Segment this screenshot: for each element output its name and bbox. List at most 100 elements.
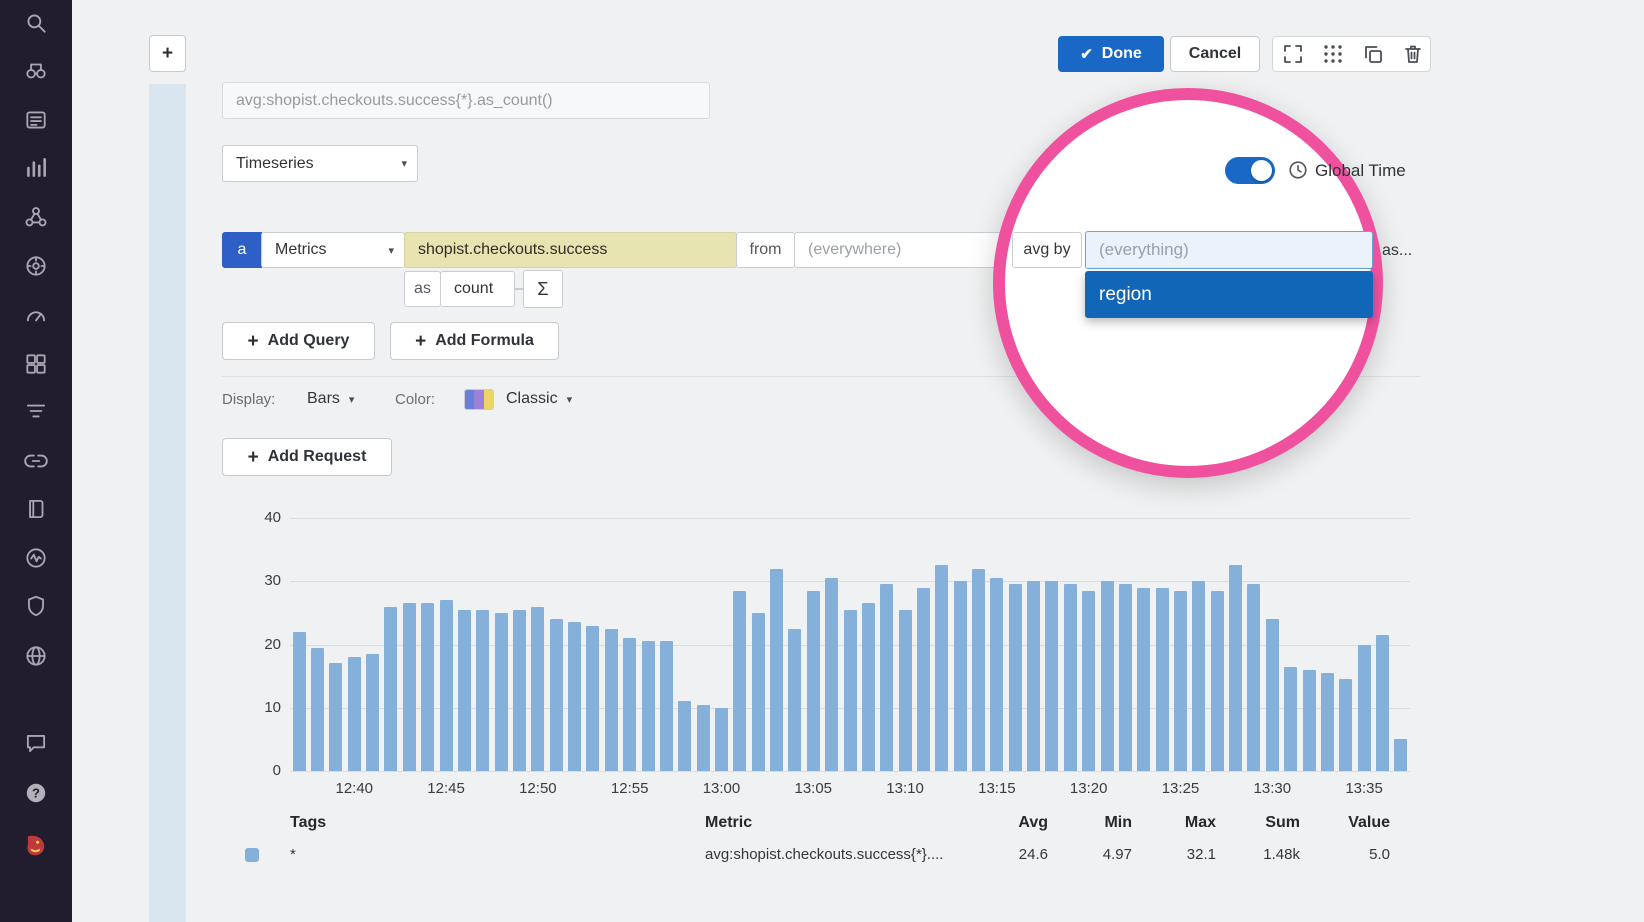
- sidebar-item-logs[interactable]: [23, 398, 49, 424]
- expand-icon: [1281, 53, 1305, 70]
- split-view-button[interactable]: [1321, 42, 1345, 66]
- sidebar-item-datadog-logo[interactable]: [23, 832, 49, 858]
- chart-bar: [476, 610, 489, 771]
- sidebar-item-apm[interactable]: [23, 204, 49, 230]
- plus-icon: +: [162, 44, 173, 63]
- chart-bar: [1101, 581, 1114, 771]
- global-time-label: Global Time: [1315, 161, 1406, 181]
- chart-bar: [586, 626, 599, 771]
- dropdown-option-region[interactable]: region: [1085, 271, 1373, 318]
- sidebar-item-notebooks[interactable]: [23, 496, 49, 522]
- sidebar-item-integrations[interactable]: [23, 448, 49, 474]
- scope-field[interactable]: (everywhere): [794, 232, 1010, 268]
- add-request-button[interactable]: + Add Request: [222, 438, 392, 476]
- chart-bar: [1137, 588, 1150, 771]
- copy-button[interactable]: [1361, 42, 1385, 66]
- chart-bar: [623, 638, 636, 771]
- cancel-button[interactable]: Cancel: [1170, 36, 1260, 72]
- from-label: from: [750, 241, 782, 259]
- svg-text:?: ?: [32, 786, 40, 801]
- sidebar-item-infrastructure[interactable]: [23, 351, 49, 377]
- as-truncated-text: as...: [1382, 242, 1412, 260]
- globe-icon: [23, 656, 49, 673]
- sigma-button[interactable]: Σ: [523, 270, 563, 308]
- sigma-label: Σ: [537, 279, 548, 300]
- group-by-value: (everything): [1086, 240, 1189, 260]
- delete-button[interactable]: [1401, 42, 1425, 66]
- palette-stripe: [465, 390, 474, 409]
- y-axis-tick: 0: [243, 762, 281, 779]
- chart-bar: [1394, 739, 1407, 771]
- sidebar-item-security[interactable]: [23, 593, 49, 619]
- display-type-select[interactable]: Bars ▾: [307, 390, 354, 408]
- x-axis-tick: 13:00: [703, 780, 741, 797]
- toggle-knob: [1251, 160, 1272, 181]
- chart-bar: [1119, 584, 1132, 771]
- plus-icon: +: [248, 332, 259, 351]
- group-by-select[interactable]: (everything): [1085, 231, 1373, 269]
- sidebar-item-network[interactable]: [23, 643, 49, 669]
- chart-bar: [1156, 588, 1169, 771]
- timeseries-chart[interactable]: 01020304012:4012:4512:5012:5513:0013:051…: [290, 518, 1410, 771]
- x-axis-tick: 12:40: [335, 780, 373, 797]
- color-scheme-select[interactable]: Classic ▾: [506, 390, 572, 408]
- rollup-select[interactable]: count: [440, 271, 515, 307]
- chart-bar: [752, 613, 765, 771]
- avg-by-label: avg by: [1023, 241, 1070, 259]
- chart-bar: [1192, 581, 1205, 771]
- y-axis-tick: 30: [243, 572, 281, 589]
- add-query-button[interactable]: + Add Query: [222, 322, 375, 360]
- add-tile-button[interactable]: +: [149, 35, 186, 72]
- sidebar-item-chat[interactable]: [23, 730, 49, 756]
- sidebar-item-monitors[interactable]: [23, 545, 49, 571]
- chart-bar: [458, 610, 471, 771]
- chart-bar: [1009, 584, 1022, 771]
- widget-strip: [149, 84, 186, 922]
- x-axis-tick: 12:50: [519, 780, 557, 797]
- query-preview-input[interactable]: avg:shopist.checkouts.success{*}.as_coun…: [222, 82, 710, 119]
- chart-bar: [880, 584, 893, 771]
- chevron-down-icon: ▾: [401, 157, 407, 170]
- y-axis-tick: 20: [243, 636, 281, 653]
- sidebar-item-search[interactable]: [23, 10, 49, 36]
- legend-header-tags: Tags: [290, 814, 326, 832]
- chart-bar: [403, 603, 416, 771]
- sidebar-item-events[interactable]: [23, 107, 49, 133]
- chart-bar: [1064, 584, 1077, 771]
- sidebar-item-synthetics[interactable]: [23, 253, 49, 279]
- chart-bar: [550, 619, 563, 771]
- metric-name-field[interactable]: shopist.checkouts.success: [404, 232, 737, 268]
- search-icon: [23, 23, 49, 40]
- legend-tag-cell[interactable]: *: [290, 846, 296, 863]
- x-axis-tick: 13:25: [1162, 780, 1200, 797]
- chart-bar: [972, 569, 985, 771]
- bar-chart-icon: [23, 168, 49, 185]
- add-formula-button[interactable]: + Add Formula: [390, 322, 559, 360]
- plus-icon: +: [248, 448, 259, 467]
- legend-metric-cell[interactable]: avg:shopist.checkouts.success{*}....: [705, 846, 943, 863]
- list-icon: [23, 120, 49, 137]
- chart-bar: [1082, 591, 1095, 771]
- chart-bar: [862, 603, 875, 771]
- done-button[interactable]: ✔ Done: [1058, 36, 1164, 72]
- x-axis-tick: 13:20: [1070, 780, 1108, 797]
- legend-header-max: Max: [1136, 814, 1216, 832]
- sidebar-item-metrics[interactable]: [23, 155, 49, 181]
- avg-by-label-box[interactable]: avg by: [1012, 232, 1082, 268]
- chevron-down-icon: ▾: [349, 393, 355, 406]
- fullscreen-button[interactable]: [1281, 42, 1305, 66]
- sidebar-item-dashboards[interactable]: [23, 302, 49, 328]
- sidebar-item-help[interactable]: ?: [23, 780, 49, 806]
- chart-bar: [807, 591, 820, 771]
- x-axis-tick: 12:45: [427, 780, 465, 797]
- global-time-toggle[interactable]: [1225, 157, 1275, 184]
- chart-bar: [844, 610, 857, 771]
- chart-bar: [348, 657, 361, 771]
- data-source-select[interactable]: Metrics ▾: [261, 232, 405, 268]
- visualization-select[interactable]: Timeseries ▾: [222, 145, 418, 182]
- legend-value-cell: 5.0: [1310, 846, 1390, 863]
- add-formula-label: Add Formula: [435, 332, 534, 350]
- chart-bar: [770, 569, 783, 771]
- sidebar-item-watchdog[interactable]: [23, 58, 49, 84]
- plus-icon: +: [415, 332, 426, 351]
